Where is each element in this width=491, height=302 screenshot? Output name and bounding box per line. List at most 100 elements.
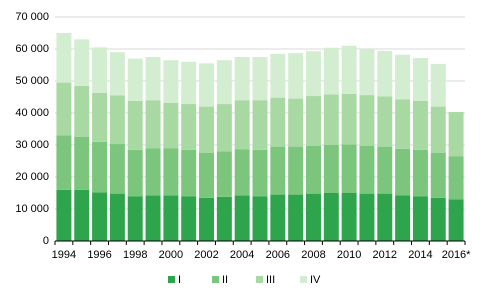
bar-segment <box>145 57 161 101</box>
bar-segment <box>341 45 357 94</box>
legend-label: III <box>266 274 275 286</box>
bar-segment <box>270 53 286 98</box>
bar-segment <box>359 145 375 194</box>
x-tick-label: 2002 <box>194 249 218 261</box>
bar-segment <box>341 93 357 145</box>
bar-segment <box>252 100 268 150</box>
legend-label: II <box>222 274 228 286</box>
x-tick-label: 2014 <box>408 249 432 261</box>
bar-segment <box>216 60 232 105</box>
y-tick-label: 20 000 <box>15 171 49 183</box>
bar-segment <box>270 194 286 241</box>
bar-segment <box>127 58 143 101</box>
bar-segment <box>163 195 179 241</box>
bar-segment <box>430 64 446 107</box>
legend-swatch <box>300 276 307 283</box>
x-tick-label: 2004 <box>230 249 254 261</box>
bar-segment <box>109 144 125 194</box>
bar-segment <box>74 39 90 86</box>
x-tick-label: 2000 <box>159 249 183 261</box>
bar-segment <box>377 96 393 147</box>
bar-segment <box>395 54 411 100</box>
x-tick-label: 2008 <box>301 249 325 261</box>
bar-segment <box>288 53 304 99</box>
bar-segment <box>109 193 125 241</box>
x-tick-label: 2010 <box>337 249 361 261</box>
bar-segment <box>181 61 197 105</box>
legend-label: IV <box>310 274 321 286</box>
legend-label: I <box>178 274 181 286</box>
bar-segment <box>199 106 215 153</box>
bar-segment <box>74 189 90 241</box>
x-tick-label: 2012 <box>373 249 397 261</box>
bar-segment <box>56 135 72 190</box>
bar-segment <box>270 97 286 147</box>
bar-segment <box>341 193 357 241</box>
bar-segment <box>288 194 304 241</box>
bar-segment <box>216 104 232 152</box>
bar-segment <box>305 145 321 194</box>
bar-segment <box>359 95 375 146</box>
bar-segment <box>448 199 464 241</box>
bar-segment <box>323 193 339 241</box>
bar-segment <box>145 148 161 196</box>
bar-segment <box>252 57 268 101</box>
bar-segment <box>448 112 464 157</box>
bar-segment <box>412 149 428 197</box>
x-tick-label: 2016* <box>442 249 471 261</box>
bar-segment <box>377 146 393 194</box>
bar-segment <box>127 100 143 150</box>
y-tick-label: 70 000 <box>15 11 49 23</box>
bar-segment <box>234 100 250 150</box>
bar-segment <box>323 145 339 193</box>
bar-segment <box>181 104 197 150</box>
bar-segment <box>216 196 232 241</box>
bar-segment <box>395 148 411 196</box>
x-tick-label: 1994 <box>52 249 76 261</box>
legend-swatch <box>212 276 219 283</box>
bar-segment <box>323 94 339 145</box>
bar-segment <box>163 60 179 103</box>
bar-segment <box>181 149 197 197</box>
bar-segment <box>199 153 215 198</box>
bar-segment <box>270 146 286 195</box>
bar-segment <box>92 92 108 142</box>
bar-segment <box>430 197 446 241</box>
bar-segment <box>412 196 428 241</box>
bar-segment <box>234 149 250 196</box>
bar-segment <box>305 96 321 146</box>
bar-segment <box>377 50 393 97</box>
bar-segment <box>359 193 375 241</box>
bar-segment <box>395 99 411 149</box>
bar-segment <box>92 141 108 193</box>
bar-segment <box>448 156 464 200</box>
y-tick-label: 50 000 <box>15 75 49 87</box>
bar-segment <box>341 144 357 193</box>
legend-swatch <box>168 276 175 283</box>
bar-segment <box>145 195 161 241</box>
bar-segment <box>56 189 72 241</box>
x-tick-label: 1996 <box>87 249 111 261</box>
bar-segment <box>305 193 321 241</box>
bar-segment <box>109 52 125 96</box>
bar-segment <box>252 196 268 241</box>
y-tick-label: 40 000 <box>15 107 49 119</box>
bar-segment <box>305 51 321 97</box>
bar-segment <box>288 146 304 195</box>
bar-segment <box>74 85 90 137</box>
bar-segment <box>430 153 446 198</box>
bar-segment <box>127 196 143 241</box>
bar-segment <box>234 195 250 241</box>
bar-segment <box>199 63 215 107</box>
legend-swatch <box>256 276 263 283</box>
bar-segment <box>412 57 428 101</box>
bar-segment <box>252 149 268 197</box>
bar-segment <box>359 49 375 96</box>
bar-segment <box>234 57 250 101</box>
bar-segment <box>412 100 428 150</box>
y-tick-label: 0 <box>43 235 49 247</box>
bar-segment <box>163 102 179 149</box>
bar-segment <box>163 148 179 196</box>
